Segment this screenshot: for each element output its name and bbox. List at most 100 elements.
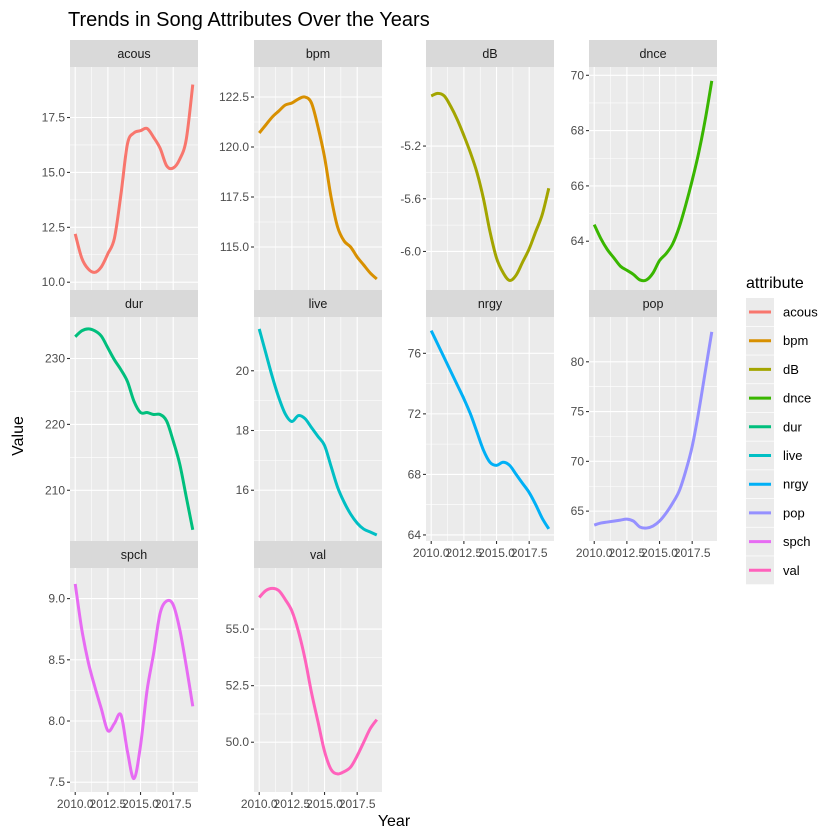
legend-label: live [783, 448, 803, 463]
series-line-val [258, 586, 378, 776]
legend-label: nrgy [783, 477, 809, 492]
x-tick-label: 2017.5 [674, 546, 711, 560]
y-tick-label: 70 [571, 68, 585, 82]
facet-strip-label: dur [125, 297, 143, 311]
legend-label: pop [783, 505, 805, 520]
legend-item-bpm: bpm [746, 326, 808, 355]
panel-background [426, 67, 554, 291]
x-tick-label: 2010.0 [413, 546, 450, 560]
series-line-dur [74, 327, 195, 531]
x-tick-label: 2017.5 [155, 797, 192, 811]
legend-label: dur [783, 419, 802, 434]
x-tick-label: 2010.0 [241, 797, 278, 811]
panel-background [70, 317, 198, 541]
facet-strip [589, 40, 717, 67]
panel-background [70, 568, 198, 792]
legend-item-dnce: dnce [746, 384, 811, 413]
series-line-bpm [258, 95, 378, 281]
x-tick-label: 2012.5 [90, 797, 127, 811]
x-tick-label: 2015.0 [478, 546, 515, 560]
y-tick-label: 8.0 [48, 714, 65, 728]
y-tick-label: 50.0 [226, 735, 250, 749]
y-tick-label: 10.0 [42, 275, 66, 289]
legend-item-spch: spch [746, 527, 810, 556]
legend-item-pop: pop [746, 498, 805, 527]
series-line-dB [430, 91, 551, 282]
x-tick-label: 2010.0 [57, 797, 94, 811]
facet-bpm: bpm 115.0 117.5 120.0 122.5 [219, 40, 382, 294]
facet-strip [70, 541, 198, 568]
y-tick-label: 55.0 [226, 622, 250, 636]
y-tick-label: 220 [45, 417, 65, 431]
panel-background [589, 317, 717, 541]
x-tick-label: 2017.5 [339, 797, 376, 811]
y-tick-label: -5.6 [400, 192, 421, 206]
series-line-dnce [592, 80, 714, 283]
y-tick-label: 9.0 [48, 592, 65, 606]
legend-item-dB: dB [746, 355, 799, 384]
legend-item-nrgy: nrgy [746, 470, 809, 499]
legend-title: attribute [746, 275, 804, 292]
panel-background [426, 317, 554, 541]
y-tick-label: 117.5 [220, 190, 249, 204]
facet-strip-label: dB [482, 47, 497, 61]
panel-background [589, 67, 717, 291]
panel-background [70, 67, 198, 291]
y-tick-label: -6.0 [400, 244, 421, 258]
facet-strip-label: live [309, 297, 328, 311]
y-tick-label: 72 [408, 407, 422, 421]
chart-title: Trends in Song Attributes Over the Years [68, 9, 430, 31]
y-tick-label: 68 [571, 124, 585, 138]
y-tick-label: 70 [571, 454, 585, 468]
facet-strip-label: nrgy [478, 297, 503, 311]
x-tick-label: 2015.0 [641, 546, 678, 560]
legend-label: dnce [783, 391, 811, 406]
facet-acous: acous 10.0 12.5 15.0 17.5 [42, 40, 198, 294]
facet-strip [70, 290, 198, 317]
facet-strip [254, 40, 382, 67]
legend-label: acous [783, 305, 818, 320]
series-line-spch [73, 583, 195, 781]
y-tick-label: 15.0 [42, 165, 66, 179]
facet-strip [589, 290, 717, 317]
y-tick-label: 8.5 [48, 653, 65, 667]
legend-item-dur: dur [746, 412, 802, 441]
x-tick-label: 2010.0 [576, 546, 613, 560]
y-tick-label: 12.5 [42, 220, 66, 234]
facet-dur: dur 210 220 230 [45, 290, 198, 544]
y-tick-label: -5.2 [400, 139, 421, 153]
facet-dnce: dnce 64 66 68 70 [571, 40, 717, 294]
facet-panels: acous 10.0 12.5 15.0 17.5 bpm 115.0 117.5 120.0 1… [42, 40, 717, 811]
series-line-pop [593, 331, 714, 530]
legend: attribute acous bpm dB dnce dur live nrgy pop sp… [746, 275, 818, 585]
x-tick-label: 2012.5 [446, 546, 483, 560]
facet-strip [426, 290, 554, 317]
facet-strip [426, 40, 554, 67]
facet-strip [254, 541, 382, 568]
y-tick-label: 20 [236, 364, 250, 378]
facet-strip [70, 40, 198, 67]
facet-dB: dB -6.0 -5.6 -5.2 [400, 40, 554, 294]
y-tick-label: 122.5 [219, 90, 249, 104]
y-tick-label: 80 [571, 355, 585, 369]
facet-strip-label: dnce [639, 47, 666, 61]
y-tick-label: 64 [408, 528, 422, 542]
y-tick-label: 210 [45, 483, 65, 497]
x-tick-label: 2017.5 [511, 546, 548, 560]
y-tick-label: 230 [45, 352, 65, 366]
facet-strip-label: bpm [306, 47, 330, 61]
y-tick-label: 66 [571, 179, 585, 193]
y-tick-label: 16 [236, 483, 250, 497]
y-tick-label: 75 [571, 405, 585, 419]
panel-background [254, 317, 382, 541]
y-tick-label: 52.5 [226, 679, 250, 693]
panel-background [254, 568, 382, 792]
facet-strip-label: val [310, 548, 326, 562]
y-tick-label: 76 [408, 346, 422, 360]
y-tick-label: 68 [408, 467, 422, 481]
x-tick-label: 2015.0 [306, 797, 343, 811]
facet-live: live 16 18 20 [236, 290, 382, 544]
y-axis-title: Value [10, 416, 27, 456]
